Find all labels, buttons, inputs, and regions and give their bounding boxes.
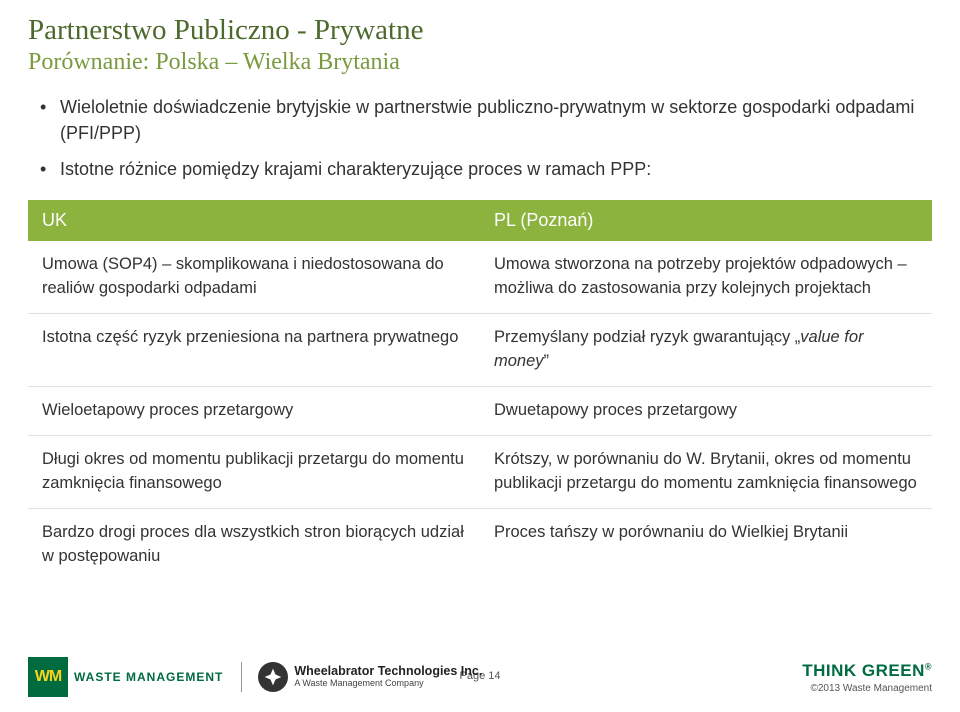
wheelabrator-name: Wheelabrator Technologies Inc. [294, 665, 482, 679]
bullet-item: Wieloletnie doświadczenie brytyjskie w p… [60, 94, 932, 146]
table-row: Umowa (SOP4) – skomplikowana i niedostos… [28, 241, 932, 313]
wheelabrator-logo: Wheelabrator Technologies Inc. A Waste M… [241, 662, 482, 692]
table-cell: Istotna część ryzyk przeniesiona na part… [28, 314, 480, 387]
table-cell: Przemyślany podział ryzyk gwarantujący „… [480, 314, 932, 387]
slide-subtitle: Porównanie: Polska – Wielka Brytania [28, 49, 932, 76]
table-header-uk: UK [28, 200, 480, 241]
table-cell: Dwuetapowy proces przetargowy [480, 386, 932, 435]
wm-name: WASTE MANAGEMENT [74, 671, 223, 683]
table-row: Bardzo drogi proces dla wszystkich stron… [28, 508, 932, 580]
table-row: Długi okres od momentu publikacji przeta… [28, 435, 932, 508]
wm-logo-icon: WM [28, 657, 68, 697]
wm-logo-text: WASTE MANAGEMENT [74, 671, 223, 683]
table-cell: Długi okres od momentu publikacji przeta… [28, 435, 480, 508]
bullet-list: Wieloletnie doświadczenie brytyjskie w p… [28, 94, 932, 182]
table-cell: Umowa stworzona na potrzeby projektów od… [480, 241, 932, 313]
table-row: Wieloetapowy proces przetargowy Dwuetapo… [28, 386, 932, 435]
slide-title: Partnerstwo Publiczno - Prywatne [28, 14, 932, 47]
wm-logo: WM WASTE MANAGEMENT [28, 657, 223, 697]
copyright-text: ©2013 Waste Management [810, 683, 932, 694]
footer: WM WASTE MANAGEMENT Wheelabrator Technol… [0, 650, 960, 712]
table-cell: Umowa (SOP4) – skomplikowana i niedostos… [28, 241, 480, 313]
footer-left: WM WASTE MANAGEMENT Wheelabrator Technol… [28, 657, 482, 697]
table-header-pl: PL (Poznań) [480, 200, 932, 241]
table-cell: Wieloetapowy proces przetargowy [28, 386, 480, 435]
table-row: Istotna część ryzyk przeniesiona na part… [28, 314, 932, 387]
think-green-tagline: THINK GREEN® [802, 661, 932, 681]
table-cell: Krótszy, w porównaniu do W. Brytanii, ok… [480, 435, 932, 508]
bullet-item: Istotne różnice pomiędzy krajami charakt… [60, 156, 932, 182]
wheelabrator-sub: A Waste Management Company [294, 679, 482, 689]
footer-right: THINK GREEN® ©2013 Waste Management [802, 661, 932, 694]
table-cell: Bardzo drogi proces dla wszystkich stron… [28, 508, 480, 580]
comparison-table: UK PL (Poznań) Umowa (SOP4) – skomplikow… [28, 200, 932, 580]
wheelabrator-icon [258, 662, 288, 692]
table-cell: Proces tańszy w porównaniu do Wielkiej B… [480, 508, 932, 580]
